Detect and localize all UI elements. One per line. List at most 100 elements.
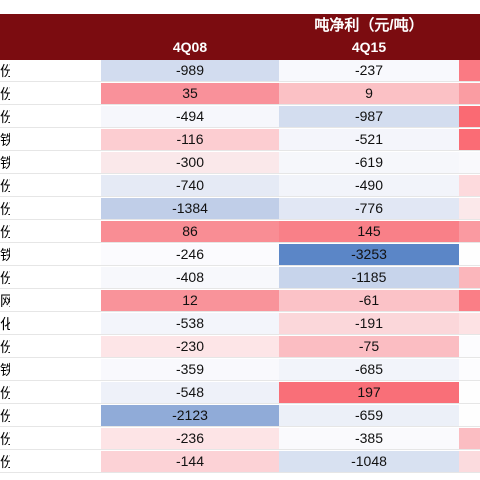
row-divider	[0, 472, 480, 473]
table-cell-cutoff	[459, 267, 480, 288]
row-label: 份	[0, 178, 10, 194]
header-title: 吨净利（元/吨）	[314, 17, 424, 34]
table-cell-4q08: 12	[101, 290, 279, 311]
table-cell-4q15: -987	[279, 106, 459, 127]
table-row: 网 12 -61	[0, 290, 480, 313]
row-divider	[0, 127, 480, 128]
table-cell-4q15: -191	[279, 313, 459, 334]
table-cell-cutoff	[459, 198, 480, 219]
row-label: 铁	[0, 247, 10, 263]
table-row: 份 -144 -1048	[0, 451, 480, 474]
table-cell-4q08: -1384	[101, 198, 279, 219]
table-cell-4q15: -1185	[279, 267, 459, 288]
table-cell-cutoff	[459, 405, 480, 426]
table-cell-cutoff	[459, 244, 480, 265]
table-cell-cutoff	[459, 290, 480, 311]
table-cell-cutoff	[459, 336, 480, 357]
table-cell-4q15: 197	[279, 382, 459, 403]
row-label: 份	[0, 270, 10, 286]
table-cell-4q08: -116	[101, 129, 279, 150]
row-label: 铁	[0, 132, 10, 148]
row-divider	[0, 242, 480, 243]
table-cell-4q08: -300	[101, 152, 279, 173]
row-divider	[0, 357, 480, 358]
row-label: 份	[0, 454, 10, 470]
table-cell-cutoff	[459, 83, 480, 104]
table-cell-cutoff	[459, 451, 480, 472]
column-header-4q15: 4Q15	[351, 39, 387, 55]
table-cell-cutoff	[459, 428, 480, 449]
table-cell-4q08: -989	[101, 60, 279, 81]
row-divider	[0, 219, 480, 220]
table-cell-4q15: -619	[279, 152, 459, 173]
table-row: 份 -236 -385	[0, 428, 480, 451]
table-row: 份 35 9	[0, 83, 480, 106]
row-divider	[0, 173, 480, 174]
row-label: 份	[0, 201, 10, 217]
column-header-4q08: 4Q08	[172, 39, 208, 55]
table-cell-4q08: -538	[101, 313, 279, 334]
table-row: 铁 -246 -3253	[0, 244, 480, 267]
row-divider	[0, 150, 480, 151]
table-header: 吨净利（元/吨） 4Q08 4Q15	[0, 14, 480, 60]
table-cell-4q15: -61	[279, 290, 459, 311]
table-cell-cutoff	[459, 152, 480, 173]
table-cell-4q08: -2123	[101, 405, 279, 426]
table-cell-4q15: -237	[279, 60, 459, 81]
table-cell-4q08: -548	[101, 382, 279, 403]
row-label: 份	[0, 224, 10, 240]
table-cell-cutoff	[459, 106, 480, 127]
row-divider	[0, 265, 480, 266]
table-cell-cutoff	[459, 175, 480, 196]
table-cell-4q15: 9	[279, 83, 459, 104]
table-row: 份 -408 -1185	[0, 267, 480, 290]
table-cell-4q15: -3253	[279, 244, 459, 265]
table-cell-4q08: 86	[101, 221, 279, 242]
row-divider	[0, 426, 480, 427]
table-row: 份 -2123 -659	[0, 405, 480, 428]
table-row: 铁 -116 -521	[0, 129, 480, 152]
row-label: 铁	[0, 155, 10, 171]
row-label: 份	[0, 431, 10, 447]
table-row: 份 -230 -75	[0, 336, 480, 359]
table-cell-4q15: -385	[279, 428, 459, 449]
row-divider	[0, 104, 480, 105]
table-row: 铁 -300 -619	[0, 152, 480, 175]
table-row: 份 -740 -490	[0, 175, 480, 198]
table-cell-4q15: -521	[279, 129, 459, 150]
table-cell-4q08: -144	[101, 451, 279, 472]
row-divider	[0, 311, 480, 312]
row-label: 份	[0, 86, 10, 102]
row-divider	[0, 288, 480, 289]
row-divider	[0, 449, 480, 450]
table-cell-cutoff	[459, 359, 480, 380]
row-divider	[0, 81, 480, 82]
table-cell-4q08: -408	[101, 267, 279, 288]
table-cell-4q15: 145	[279, 221, 459, 242]
row-label: 份	[0, 339, 10, 355]
row-label: 份	[0, 385, 10, 401]
table-row: 份 -548 197	[0, 382, 480, 405]
table-cell-4q15: -1048	[279, 451, 459, 472]
table-cell-4q08: -359	[101, 359, 279, 380]
row-divider	[0, 334, 480, 335]
row-divider	[0, 196, 480, 197]
table-cell-cutoff	[459, 221, 480, 242]
table-cell-4q08: -494	[101, 106, 279, 127]
row-label: 化	[0, 316, 10, 332]
table-cell-4q15: -75	[279, 336, 459, 357]
table-cell-cutoff	[459, 313, 480, 334]
table-cell-4q08: -246	[101, 244, 279, 265]
table-row: 份 -494 -987	[0, 106, 480, 129]
row-label: 铁	[0, 362, 10, 378]
table-row: 份 -989 -237	[0, 60, 480, 83]
row-label: 份	[0, 63, 10, 79]
table-cell-4q15: -490	[279, 175, 459, 196]
table-row: 份 86 145	[0, 221, 480, 244]
table-cell-4q08: -236	[101, 428, 279, 449]
row-label: 份	[0, 408, 10, 424]
table-row: 化 -538 -191	[0, 313, 480, 336]
table-cell-4q15: -659	[279, 405, 459, 426]
table-cell-4q08: 35	[101, 83, 279, 104]
